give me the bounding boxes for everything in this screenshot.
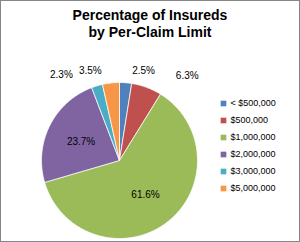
svg-text:< $500,000: < $500,000 — [231, 98, 276, 108]
svg-text:61.6%: 61.6% — [131, 189, 159, 200]
svg-text:$5,000,000: $5,000,000 — [231, 183, 276, 193]
svg-text:$2,000,000: $2,000,000 — [231, 149, 276, 159]
svg-text:3.5%: 3.5% — [79, 65, 102, 76]
html-text:Percentage of Insureds by Per-: Percentage of Insureds by Per-Claim Limi… — [72, 7, 228, 40]
svg-text:2.3%: 2.3% — [50, 69, 73, 80]
svg-text:$500,000: $500,000 — [231, 115, 269, 125]
svg-text:23.7%: 23.7% — [67, 136, 95, 147]
svg-text:2.5%: 2.5% — [132, 65, 155, 76]
svg-text:$3,000,000: $3,000,000 — [231, 166, 276, 176]
svg-text:$1,000,000: $1,000,000 — [231, 132, 276, 142]
svg-text:6.3%: 6.3% — [176, 70, 199, 81]
